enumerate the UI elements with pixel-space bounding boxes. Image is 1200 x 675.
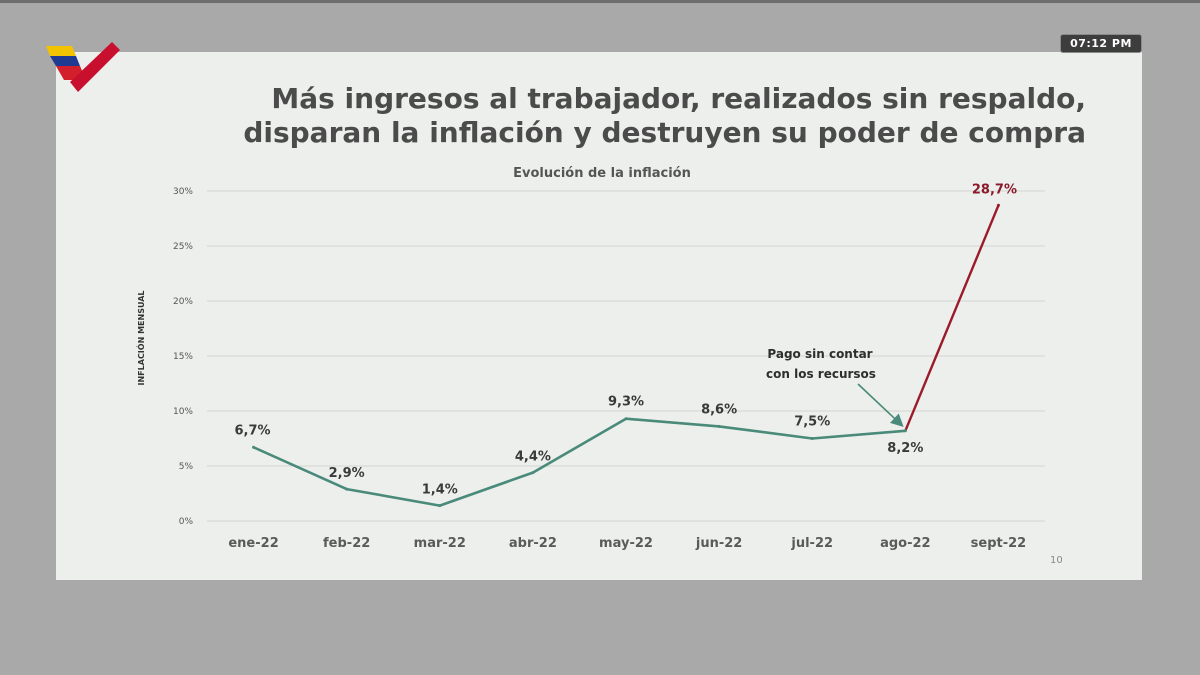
y-axis-label: INFLACIÓN MENSUAL — [135, 291, 146, 386]
data-point — [717, 424, 721, 428]
data-label: 2,9% — [329, 466, 365, 481]
x-tick-label: jul-22 — [790, 536, 833, 551]
page-number: 10 — [1050, 555, 1063, 566]
data-label: 6,7% — [235, 423, 271, 438]
tricolor-logo-icon — [46, 42, 120, 92]
y-tick-label: 25% — [173, 242, 193, 252]
data-point — [624, 417, 628, 421]
data-label: 9,3% — [608, 395, 644, 410]
y-tick-label: 20% — [173, 297, 193, 307]
data-label: 8,6% — [701, 402, 737, 417]
annotation-arrow — [857, 383, 904, 427]
slide-background — [56, 52, 1142, 580]
series-line-main — [253, 417, 906, 507]
data-point — [345, 487, 349, 491]
chart-title: Evolución de la inflación — [513, 166, 691, 181]
x-tick-label: may-22 — [599, 536, 653, 551]
x-tick-label: jun-22 — [695, 536, 742, 551]
top-strip — [0, 0, 1200, 3]
data-label: 28,7% — [972, 182, 1017, 197]
data-point — [252, 445, 256, 449]
data-label: 1,4% — [422, 483, 458, 498]
slide-title-line-2: disparan la inflación y destruyen su pod… — [243, 116, 1086, 149]
annotation-line-1: Pago sin contar — [767, 347, 872, 361]
data-point — [438, 504, 442, 508]
x-tick-label: mar-22 — [414, 536, 466, 551]
x-tick-label: feb-22 — [323, 536, 370, 551]
data-label: 8,2% — [887, 441, 923, 456]
annotation-line-2: con los recursos — [766, 367, 876, 381]
data-point — [810, 437, 814, 440]
slide-title-line-1: Más ingresos al trabajador, realizados s… — [271, 82, 1086, 115]
y-tick-label: 0% — [179, 517, 194, 527]
y-tick-label: 10% — [173, 407, 193, 417]
clock-time: 07:12 PM — [1060, 34, 1142, 53]
data-point — [996, 203, 1000, 207]
x-tick-label: abr-22 — [509, 536, 557, 551]
data-point — [531, 471, 535, 475]
series-line-highlight — [904, 204, 1000, 432]
x-tick-label: ene-22 — [228, 536, 278, 551]
data-point — [903, 429, 907, 433]
data-label: 7,5% — [794, 415, 830, 430]
y-tick-label: 5% — [179, 462, 194, 472]
y-tick-label: 15% — [173, 352, 193, 362]
x-tick-label: sept-22 — [971, 536, 1027, 551]
data-label: 4,4% — [515, 450, 551, 465]
x-tick-label: ago-22 — [880, 536, 931, 551]
y-tick-label: 30% — [173, 187, 193, 197]
